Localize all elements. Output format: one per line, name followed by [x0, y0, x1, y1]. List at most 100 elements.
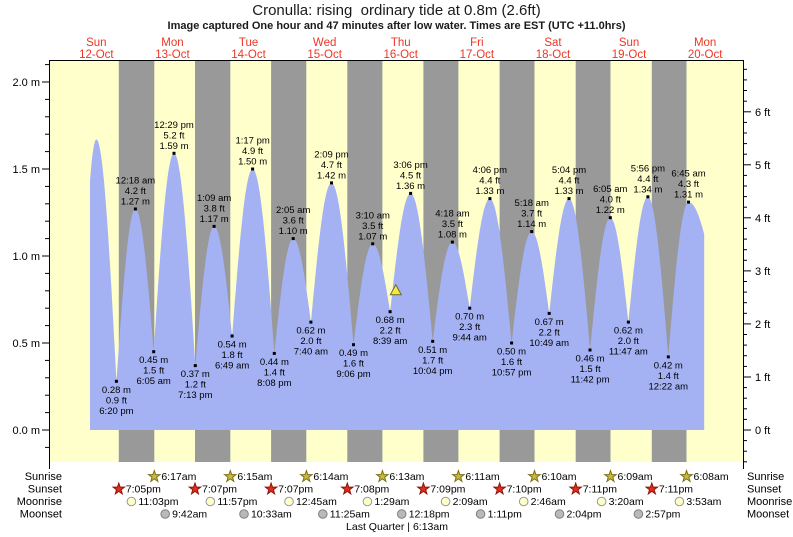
moon-phase-footnote: Last Quarter | 6:13am — [346, 521, 448, 533]
high-tide-point — [567, 197, 571, 201]
low-tide-label: 9:06 pm — [336, 369, 370, 380]
low-tide-label: 0.70 m — [455, 312, 484, 323]
day-name: Sat — [544, 37, 562, 49]
low-tide-label: 0.42 m — [654, 360, 683, 371]
high-tide-point — [330, 181, 333, 185]
low-tide-point — [547, 311, 551, 315]
sunrise-icon — [147, 468, 162, 483]
sunrise-icon — [603, 468, 618, 483]
sunset-time: 7:11pm — [583, 484, 617, 496]
low-tide-label: 0.68 m — [376, 315, 405, 326]
sunrise-time: 6:13am — [389, 471, 424, 483]
moonrise-time: 11:03pm — [138, 496, 178, 508]
sunset-icon — [187, 481, 203, 496]
moonset-time: 9:42am — [172, 509, 207, 521]
high-tide-label: 1.17 m — [200, 214, 229, 225]
high-tide-label: 5.2 ft — [163, 130, 184, 141]
low-tide-label: 0.45 m — [139, 355, 168, 366]
right-axis-label: 5 ft — [755, 160, 770, 172]
day-name: Tue — [239, 37, 258, 49]
high-tide-label: 4:18 am — [435, 209, 469, 220]
day-date: 16-Oct — [383, 49, 418, 61]
moonset-icon — [318, 509, 328, 519]
moonset-icon — [633, 509, 644, 519]
low-tide-label: 0.67 m — [535, 317, 564, 328]
low-tide-label: 10:04 pm — [413, 366, 453, 377]
low-tide-point — [468, 306, 472, 310]
moonrise-time: 1:29am — [374, 496, 409, 508]
sunrise-time: 6:14am — [313, 471, 348, 483]
sunset-time: 7:09pm — [430, 484, 465, 496]
moonset-icon — [475, 509, 486, 519]
sunset-time: 7:07pm — [278, 484, 313, 496]
low-tide-point — [666, 355, 670, 359]
low-tide-label: 11:42 pm — [571, 374, 610, 385]
high-tide-label: 1.22 m — [596, 205, 625, 216]
low-tide-label: 0.62 m — [296, 326, 325, 337]
left-axis-label: 0.5 m — [12, 338, 40, 350]
astro-row-label-right-moonrise: Moonrise — [747, 496, 792, 508]
low-tide-point — [230, 334, 234, 338]
moonrise-icon — [596, 496, 607, 507]
day-name: Mon — [694, 37, 716, 49]
low-tide-label: 0.50 m — [497, 347, 526, 358]
low-tide-label: 7:40 am — [294, 347, 328, 358]
day-date: 12-Oct — [79, 49, 114, 61]
sunrise-icon — [679, 469, 694, 483]
low-tide-label: 1.5 ft — [143, 366, 164, 377]
high-tide-label: 1.50 m — [238, 157, 267, 168]
high-tide-label: 1.59 m — [159, 141, 188, 152]
low-tide-point — [193, 364, 197, 368]
high-tide-label: 5:04 pm — [552, 165, 586, 176]
sunset-icon — [644, 481, 659, 496]
moonrise-icon — [518, 496, 529, 507]
low-tide-label: 1.4 ft — [658, 371, 679, 382]
low-tide-point — [114, 379, 118, 383]
high-tide-label: 3.6 ft — [283, 216, 304, 227]
sunset-time: 7:07pm — [202, 484, 237, 496]
low-tide-label: 0.49 m — [339, 348, 368, 359]
low-tide-point — [588, 348, 592, 352]
high-tide-label: 5:56 pm — [631, 163, 665, 174]
high-tide-label: 3.5 ft — [362, 221, 383, 232]
astro-row-label-left-moonrise: Moonrise — [17, 496, 62, 508]
left-axis-label: 2.0 m — [12, 77, 40, 89]
sunrise-icon — [451, 468, 466, 483]
day-date: 17-Oct — [460, 49, 495, 61]
low-tide-label: 0.46 m — [576, 353, 605, 364]
moonrise-time: 11:57pm — [217, 496, 257, 508]
sunset-time: 7:05pm — [126, 484, 161, 496]
high-tide-label: 3:06 pm — [393, 160, 427, 171]
sunset-icon — [492, 481, 507, 496]
high-tide-label: 1.42 m — [317, 170, 346, 181]
right-axis-label: 0 ft — [755, 425, 770, 437]
moonset-time: 1:11pm — [488, 509, 522, 521]
right-axis-label: 4 ft — [755, 213, 770, 225]
sunset-time: 7:10pm — [507, 484, 542, 496]
sunrise-icon — [299, 468, 314, 483]
high-tide-label: 3.5 ft — [442, 219, 463, 230]
high-tide-label: 4.2 ft — [125, 186, 146, 197]
low-tide-label: 8:39 am — [373, 336, 407, 347]
sunset-icon — [111, 481, 126, 496]
right-axis-label: 6 ft — [755, 107, 770, 119]
high-tide-point — [409, 191, 413, 195]
high-tide-label: 4.4 ft — [558, 176, 579, 187]
high-tide-point — [212, 224, 216, 228]
moonrise-time: 2:09am — [453, 496, 488, 508]
day-name: Mon — [161, 37, 183, 49]
day-date: 18-Oct — [536, 49, 571, 61]
left-axis-label: 1.0 m — [12, 251, 40, 263]
low-tide-point — [626, 320, 630, 324]
low-tide-label: 0.28 m — [102, 385, 131, 396]
moonset-time: 2:04pm — [567, 509, 602, 521]
astro-row-label-left-moonset: Moonset — [20, 509, 62, 521]
current-tide-marker — [389, 283, 403, 296]
astro-row-label-left-sunrise: Sunrise — [25, 471, 62, 483]
low-tide-point — [510, 341, 514, 345]
day-date: 15-Oct — [307, 49, 342, 61]
high-tide-point — [608, 216, 612, 220]
high-tide-point — [450, 240, 454, 244]
sunset-icon — [416, 481, 431, 496]
sunrise-time: 6:09am — [618, 471, 653, 483]
